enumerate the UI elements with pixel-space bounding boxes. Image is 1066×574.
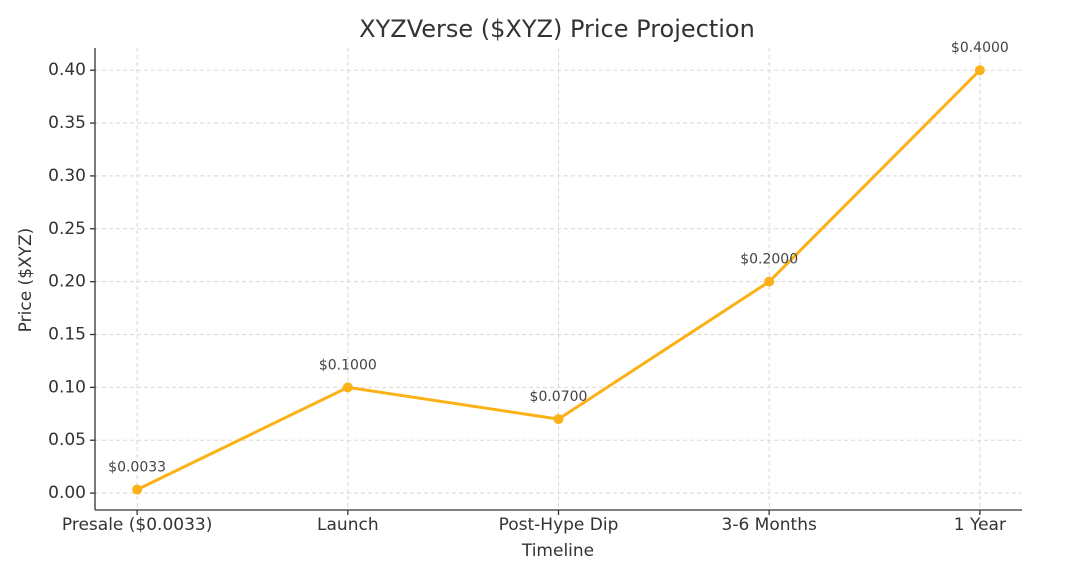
point <box>553 414 564 425</box>
x-tick-label: Launch <box>317 515 379 535</box>
chart-title: XYZVerse ($XYZ) Price Projection <box>359 15 755 43</box>
y-tick-label: 0.00 <box>48 483 86 503</box>
y-tick-label: 0.10 <box>48 377 86 397</box>
point <box>132 484 143 495</box>
x-tick-label: Post-Hype Dip <box>499 515 619 535</box>
y-tick-label: 0.30 <box>48 166 86 186</box>
y-tick-label: 0.05 <box>48 430 86 450</box>
value-label: $0.0033 <box>108 460 166 476</box>
y-tick-label: 0.15 <box>48 325 86 345</box>
x-tick-label: 3-6 Months <box>722 515 817 535</box>
point <box>342 382 353 393</box>
value-label: $0.2000 <box>740 252 798 268</box>
y-tick-label: 0.20 <box>48 272 86 292</box>
y-tick-label: 0.40 <box>48 60 86 80</box>
grid-layer <box>95 48 1022 510</box>
y-axis-label: Price ($XYZ) <box>16 228 36 333</box>
value-label: $0.4000 <box>951 40 1009 56</box>
value-label: $0.0700 <box>530 389 588 405</box>
point <box>764 276 775 287</box>
value-label: $0.1000 <box>319 357 377 373</box>
x-axis-label: Timeline <box>521 541 594 561</box>
x-tick-label: 1 Year <box>954 515 1006 535</box>
point <box>974 65 985 76</box>
y-tick-label: 0.25 <box>48 219 86 239</box>
x-tick-label: Presale ($0.0033) <box>62 515 212 535</box>
y-tick-label: 0.35 <box>48 113 86 133</box>
